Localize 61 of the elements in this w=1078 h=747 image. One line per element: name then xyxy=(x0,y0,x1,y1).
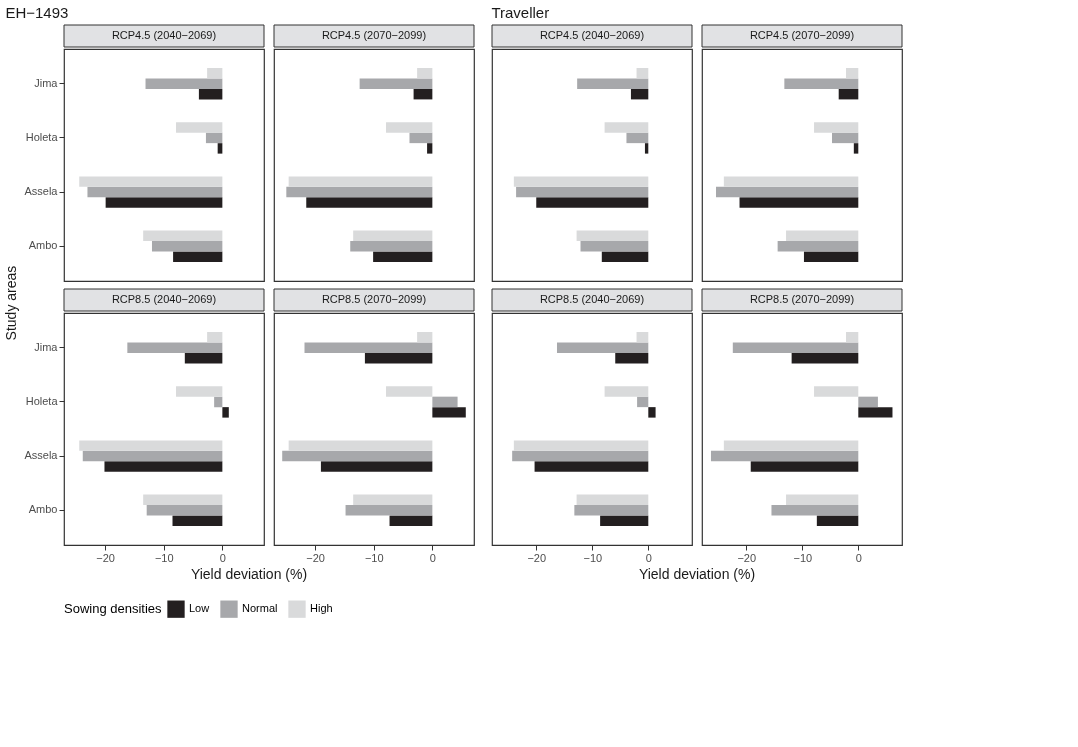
bar xyxy=(710,450,859,462)
y-tick-label: Holeta xyxy=(25,394,59,407)
bar xyxy=(845,331,859,343)
bar xyxy=(432,407,466,418)
bar xyxy=(353,494,433,506)
y-tick-label: Assela xyxy=(24,449,59,462)
chart-subtitle: EH−1493 xyxy=(5,3,69,21)
bar xyxy=(858,396,878,408)
x-tick-label: 0 xyxy=(219,551,226,564)
bar xyxy=(750,461,859,472)
x-axis-title: Yield deviation (%) xyxy=(190,565,308,582)
bar xyxy=(320,461,433,472)
legend-title: Sowing densities xyxy=(64,601,163,616)
chart-title: RCP8.5 (2040−2069) xyxy=(539,293,645,305)
x-tick-label: −10 xyxy=(364,551,384,564)
bar xyxy=(389,515,433,527)
chart-title: RCP4.5 (2040−2069) xyxy=(539,29,645,41)
x-tick-label: −10 xyxy=(793,551,813,564)
chart-title: RCP4.5 (2070−2099) xyxy=(321,29,427,41)
chart-title: RCP8.5 (2040−2069) xyxy=(111,293,217,305)
y-tick-label: Jima xyxy=(34,76,59,89)
bar xyxy=(364,352,433,364)
x-tick-label: 0 xyxy=(429,551,436,564)
chart-subtitle: Traveller xyxy=(491,3,550,21)
legend-label: High xyxy=(310,602,333,615)
bar xyxy=(282,450,433,462)
bar xyxy=(288,440,433,451)
chart-title: RCP4.5 (2040−2069) xyxy=(111,29,217,41)
y-tick-label: Ambo xyxy=(28,239,58,252)
x-tick-label: −10 xyxy=(583,551,603,564)
x-tick-label: 0 xyxy=(855,551,862,564)
x-tick-label: −20 xyxy=(527,551,547,564)
y-tick-label: Holeta xyxy=(25,130,59,143)
chart-title: RCP8.5 (2070−2099) xyxy=(749,293,855,305)
bar xyxy=(791,352,859,364)
bar xyxy=(417,331,433,343)
chart-title: RCP4.5 (2070−2099) xyxy=(749,29,855,41)
bar xyxy=(304,342,433,353)
bar xyxy=(432,396,458,408)
chart-title: RCP8.5 (2070−2099) xyxy=(321,293,427,305)
bar xyxy=(345,505,433,516)
y-tick-label: Jima xyxy=(34,340,59,353)
bar xyxy=(771,505,859,516)
bar xyxy=(814,386,859,397)
x-axis-title: Yield deviation (%) xyxy=(638,565,756,582)
y-axis-title: Study areas xyxy=(3,265,20,341)
bar xyxy=(858,407,893,418)
x-tick-label: −20 xyxy=(96,551,115,564)
bar xyxy=(786,494,859,506)
x-tick-label: −20 xyxy=(306,551,325,564)
y-tick-label: Assela xyxy=(24,185,59,198)
legend-label: Normal xyxy=(242,602,278,615)
y-tick-label: Ambo xyxy=(28,503,58,516)
bar xyxy=(723,440,859,451)
x-tick-label: −10 xyxy=(154,551,174,564)
bar xyxy=(386,386,433,397)
x-tick-label: 0 xyxy=(645,551,652,564)
bar xyxy=(732,342,859,353)
bar xyxy=(816,515,859,527)
x-tick-label: −20 xyxy=(737,551,757,564)
legend-label: Low xyxy=(189,602,210,615)
